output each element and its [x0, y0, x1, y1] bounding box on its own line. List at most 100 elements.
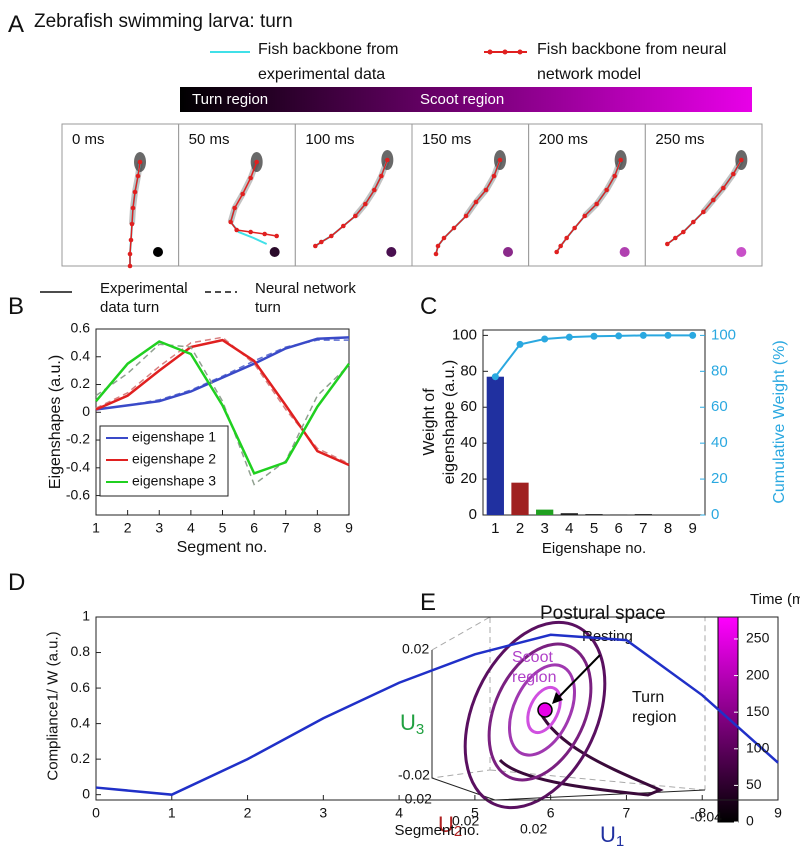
cumulative-point: [689, 331, 697, 339]
model-joint: [232, 205, 237, 211]
model-backbone: [129, 161, 141, 266]
x-tick-label: 6: [250, 520, 258, 536]
x-tick-label: 2: [124, 520, 132, 536]
model-joint: [731, 171, 736, 177]
model-joint: [127, 263, 133, 269]
model-joint: [483, 187, 489, 193]
y-axis-label: Eigenshapes (a.u.): [47, 354, 64, 490]
panel-label: B: [8, 293, 25, 320]
x-tick-label: 2: [244, 805, 252, 821]
data-line: [95, 633, 779, 796]
cumulative-point: [541, 335, 549, 343]
y-tick-label: 0.4: [71, 347, 91, 363]
model-joint: [604, 187, 609, 193]
model-joint: [248, 229, 253, 235]
time-dot: [386, 247, 397, 257]
model-joint: [721, 185, 726, 191]
y2-tick-label: 80: [711, 362, 728, 379]
u-axis-sub: 3: [416, 721, 424, 738]
x-tick-label: 2: [516, 520, 524, 537]
model-joint: [435, 243, 441, 249]
u-axis-sub: 2: [454, 823, 462, 840]
model-joint: [681, 229, 686, 235]
frame-time: 150 ms: [422, 131, 471, 148]
model-joint: [618, 157, 623, 163]
u-axis-main: U: [400, 710, 416, 735]
x-tick-label: 4: [395, 805, 403, 821]
model-joint: [353, 213, 358, 219]
data-line: [95, 340, 351, 475]
y2-tick-label: 60: [711, 398, 728, 415]
u-axis-label: U1: [600, 822, 624, 850]
box-axes: [431, 650, 706, 801]
y-tick-label: 0: [82, 785, 90, 801]
model-joint: [612, 173, 617, 179]
bar: [536, 509, 554, 515]
time-dot: [619, 247, 630, 257]
bar: [634, 514, 652, 515]
frames: 0 ms 50 ms 100 ms 150 ms 200 ms 250 ms: [61, 123, 763, 269]
u2-tick: -0.02: [400, 791, 432, 807]
model-joint: [665, 241, 670, 247]
x-tick-label: 7: [639, 520, 647, 537]
cumulative-point: [491, 373, 499, 381]
model-joint: [451, 225, 457, 231]
model-joint: [691, 219, 696, 225]
model-joint: [129, 221, 135, 227]
x-tick-label: 1: [491, 520, 499, 537]
colorbar-tick-label: 200: [746, 666, 770, 682]
model-joint: [228, 219, 233, 225]
frame-time: 200 ms: [539, 131, 588, 148]
model-joint: [372, 187, 377, 193]
u-axis-main: U: [600, 822, 616, 847]
frame-time: 250 ms: [655, 131, 704, 148]
model-joint: [137, 159, 143, 165]
x-axis-label: Segment no.: [394, 822, 480, 839]
bar: [610, 514, 628, 515]
x-tick-label: 3: [540, 520, 548, 537]
legend-marker: [517, 49, 523, 55]
y-tick-label: 0.6: [71, 679, 91, 695]
u-axis-label: U2: [438, 812, 462, 840]
x-tick-label: 9: [774, 805, 782, 821]
y-tick-label: -0.2: [66, 431, 90, 447]
model-joint: [582, 213, 587, 219]
y-axis-label: Compliance1/ W (a.u.): [44, 631, 62, 781]
cumulative-point: [615, 332, 623, 340]
model-joint: [473, 199, 479, 205]
model-joint: [363, 201, 368, 207]
legend-label: Fish backbone from experimental data: [258, 41, 399, 83]
cumulative-line: [494, 334, 693, 378]
frame: [411, 123, 530, 267]
x-tick-label: 7: [282, 520, 290, 536]
y-tick-label: 1: [82, 608, 90, 624]
resting-point: [537, 702, 553, 718]
frame: [61, 123, 180, 267]
model-joint: [132, 189, 138, 195]
frame-time: 0 ms: [72, 131, 105, 148]
x-tick-label: 8: [313, 520, 321, 536]
legend-label: eigenshape 2: [132, 451, 216, 467]
y-tick-label: 60: [460, 398, 477, 415]
bar: [486, 376, 504, 515]
frame-time: 50 ms: [189, 131, 230, 148]
y-tick-label: -0.4: [66, 459, 90, 475]
u-axis-label: U3: [400, 710, 424, 738]
turn-label: Turn region: [632, 689, 677, 726]
legend-label: eigenshape 1: [132, 429, 216, 445]
u3-tick: 0.02: [402, 641, 429, 657]
trajectory: [526, 685, 562, 735]
y-tick-label: 100: [452, 326, 477, 343]
frame-time: 100 ms: [305, 131, 354, 148]
frame: [528, 123, 646, 267]
resting-arrowhead: [552, 692, 563, 704]
x-axis-label: Segment no.: [176, 539, 268, 556]
time-dot: [736, 247, 747, 257]
y2-tick-label: 40: [711, 434, 728, 451]
model-joint: [128, 237, 134, 243]
line-style-label: Experimental data turn: [100, 280, 188, 316]
model-joint: [319, 239, 324, 245]
x-tick-label: 4: [565, 520, 573, 537]
